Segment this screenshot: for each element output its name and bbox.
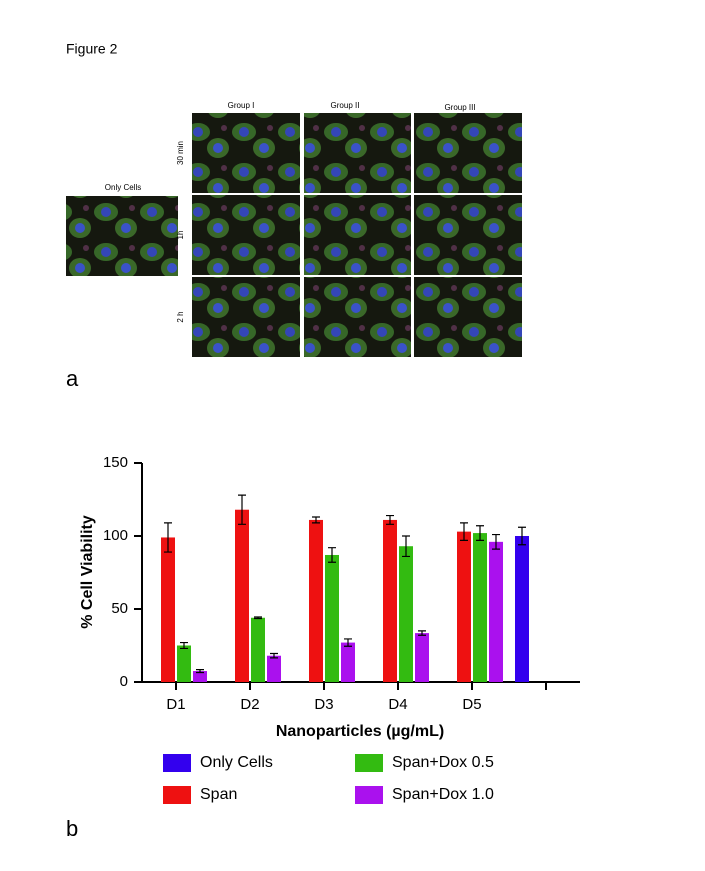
panel-label: b [66, 816, 78, 841]
bar [383, 519, 397, 682]
bar [399, 546, 413, 682]
bar [325, 554, 339, 682]
y-tick-label: 50 [111, 600, 128, 617]
error-bar [476, 525, 484, 541]
bar [489, 541, 503, 682]
error-bar [460, 522, 468, 541]
error-bar [518, 526, 526, 546]
x-tick-label: D4 [388, 696, 407, 713]
legend-label: Span+Dox 1.0 [392, 786, 494, 803]
x-tick-label: D3 [314, 696, 333, 713]
bar [415, 633, 429, 682]
bar [177, 645, 191, 682]
error-bar [180, 641, 188, 650]
error-bar [254, 616, 262, 620]
legend-swatch [163, 786, 191, 804]
y-tick-label: 150 [103, 454, 128, 471]
error-bar [344, 638, 352, 647]
legend-swatch [163, 754, 191, 772]
column-label: Group I [228, 101, 255, 110]
error-bar [492, 533, 500, 550]
micrograph [414, 195, 522, 275]
x-tick-label: D5 [462, 696, 481, 713]
row-label: 30 min [176, 141, 185, 165]
x-axis-label: Nanoparticles (µg/mL) [276, 723, 444, 740]
x-tick-label: D1 [166, 696, 185, 713]
error-bar [418, 630, 426, 636]
bar [193, 671, 207, 682]
error-bar [270, 652, 278, 659]
legend-label: Span [200, 786, 237, 803]
micrograph [304, 113, 411, 193]
row-label: 2 h [176, 311, 185, 322]
bar [309, 519, 323, 682]
only-cells-label: Only Cells [105, 183, 141, 192]
micrograph [414, 277, 522, 357]
y-tick-label: 0 [120, 673, 128, 690]
row-label: 1h [176, 231, 185, 240]
bar [251, 617, 265, 682]
legend-label: Only Cells [200, 754, 273, 771]
legend-swatch [355, 754, 383, 772]
y-axis-label: % Cell Viability [79, 515, 96, 629]
column-label: Group III [444, 103, 475, 112]
bar [341, 642, 355, 682]
figure-title: Figure 2 [66, 41, 118, 57]
micrograph [192, 277, 300, 357]
error-bar [164, 522, 172, 553]
bar [473, 533, 487, 682]
bar [515, 536, 529, 682]
micrograph [304, 277, 411, 357]
legend-label: Span+Dox 0.5 [392, 754, 494, 771]
error-bar [196, 668, 204, 674]
error-bar [312, 516, 320, 524]
micrograph [304, 195, 411, 275]
micrograph [414, 113, 522, 193]
bar [235, 509, 249, 682]
x-tick-label: D2 [240, 696, 259, 713]
error-bar [402, 535, 410, 558]
bar [457, 531, 471, 682]
bar [267, 655, 281, 682]
error-bar [386, 514, 394, 525]
micrograph-grid [192, 113, 522, 357]
micrograph [192, 195, 300, 275]
bar [161, 537, 175, 682]
error-bar [328, 547, 336, 563]
micrograph [192, 113, 300, 193]
micrograph [66, 196, 178, 276]
y-tick-label: 100 [103, 527, 128, 544]
column-label: Group II [331, 101, 360, 110]
panel-label: a [66, 366, 79, 391]
error-bar [238, 494, 246, 525]
legend-swatch [355, 786, 383, 804]
